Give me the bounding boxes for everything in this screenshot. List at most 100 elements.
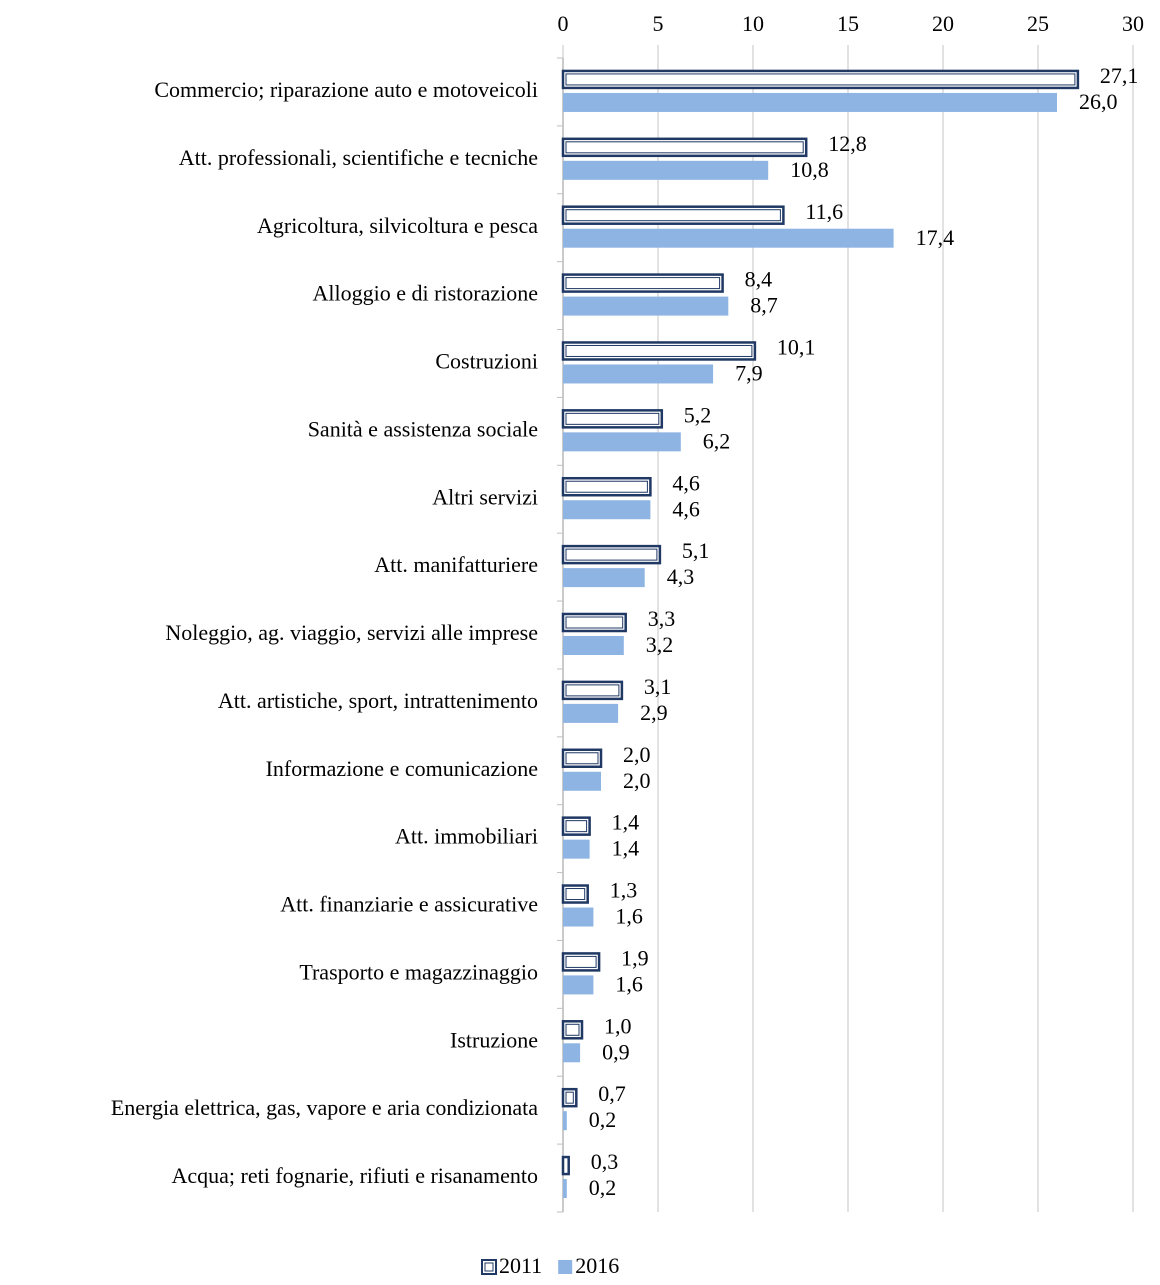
- y-tick-label: Trasporto e magazzinaggio: [299, 959, 538, 984]
- bar-inner-edge: [565, 1023, 580, 1036]
- value-label: 0,9: [602, 1039, 630, 1064]
- bar: [561, 69, 1080, 90]
- bar: [563, 568, 645, 588]
- bar-inner-edge: [565, 277, 721, 290]
- value-label: 10,8: [790, 157, 829, 182]
- bar-inner-edge: [565, 412, 660, 425]
- bar: [563, 771, 601, 791]
- value-label: 1,4: [612, 836, 640, 861]
- bar: [563, 703, 619, 723]
- bar-inner-edge: [565, 752, 599, 765]
- value-label: 5,1: [682, 538, 710, 563]
- y-tick-label: Commercio; riparazione auto e motoveicol…: [154, 77, 538, 102]
- value-label: 0,2: [589, 1175, 617, 1200]
- x-tick-label: 10: [742, 11, 764, 36]
- value-label: 1,6: [615, 904, 643, 929]
- value-label: 0,7: [598, 1081, 626, 1106]
- bar: [561, 612, 627, 633]
- value-label: 12,8: [828, 131, 867, 156]
- value-label: 1,3: [610, 878, 638, 903]
- value-label: 3,2: [646, 632, 674, 657]
- bar: [561, 884, 589, 904]
- y-tick-label: Agricoltura, silvicoltura e pesca: [257, 213, 538, 238]
- bar: [563, 839, 590, 859]
- value-label: 11,6: [805, 199, 843, 224]
- value-label: 0,3: [591, 1149, 619, 1174]
- x-tick-label: 0: [558, 11, 569, 36]
- y-tick-label: Istruzione: [450, 1027, 538, 1052]
- value-label: 6,2: [703, 428, 731, 453]
- bar-inner-edge: [565, 616, 624, 629]
- value-label: 2,9: [640, 700, 668, 725]
- bar-inner-edge: [565, 344, 753, 357]
- bar: [563, 1111, 567, 1131]
- bar-inner-edge: [565, 548, 658, 561]
- y-tick-label: Att. finanziarie e assicurative: [280, 892, 538, 917]
- value-label: 1,0: [604, 1013, 632, 1038]
- bar-inner-edge: [565, 684, 620, 697]
- value-label: 5,2: [684, 402, 712, 427]
- bar-inner-edge: [565, 955, 597, 968]
- value-label: 4,3: [667, 564, 695, 589]
- value-label: 1,9: [621, 945, 649, 970]
- bar: [563, 907, 594, 927]
- bar: [561, 680, 624, 701]
- y-tick-label: Informazione e comunicazione: [266, 756, 538, 781]
- bar: [561, 205, 785, 225]
- bar: [563, 364, 714, 384]
- bar-inner-edge: [565, 480, 648, 493]
- y-tick-label: Alloggio e di ristorazione: [313, 281, 538, 306]
- bar: [561, 409, 664, 429]
- bar: [561, 816, 591, 836]
- bar: [561, 273, 724, 293]
- y-tick-label: Att. professionali, scientifiche e tecni…: [179, 145, 538, 170]
- bar: [563, 975, 594, 995]
- x-tick-label: 15: [837, 11, 859, 36]
- legend-swatch: [481, 1259, 497, 1275]
- bar-inner-edge: [565, 73, 1076, 86]
- legend-label: 2016: [575, 1253, 619, 1278]
- value-label: 4,6: [672, 470, 700, 495]
- x-tick-label: 25: [1027, 11, 1049, 36]
- y-tick-label: Acqua; reti fognarie, rifiuti e risaname…: [171, 1163, 538, 1188]
- value-label: 2,0: [623, 742, 651, 767]
- bar-inner-edge: [565, 888, 586, 901]
- bar: [563, 636, 624, 655]
- value-label: 4,6: [672, 496, 700, 521]
- x-tick-label: 30: [1122, 11, 1144, 36]
- bar: [561, 952, 601, 972]
- value-label: 17,4: [916, 225, 955, 250]
- value-label: 1,4: [612, 810, 640, 835]
- y-tick-label: Sanità e assistenza sociale: [308, 416, 538, 441]
- y-tick-label: Att. immobiliari: [395, 824, 538, 849]
- x-tick-label: 20: [932, 11, 954, 36]
- bar: [561, 137, 808, 158]
- bar: [561, 1020, 584, 1040]
- legend-label: 2011: [499, 1253, 542, 1278]
- bar: [563, 160, 769, 180]
- bar-inner-edge: [565, 1091, 574, 1104]
- bar: [561, 1155, 570, 1176]
- bar: [561, 544, 662, 565]
- bar: [561, 341, 757, 361]
- y-tick-label: Att. artistiche, sport, intrattenimento: [218, 688, 538, 713]
- value-label: 3,1: [644, 674, 672, 699]
- x-tick-label: 5: [653, 11, 664, 36]
- value-label: 26,0: [1079, 89, 1118, 114]
- bar: [563, 500, 651, 520]
- bar: [561, 748, 603, 769]
- bar-inner-edge: [565, 820, 588, 833]
- value-label: 1,6: [615, 971, 643, 996]
- value-label: 8,4: [745, 267, 773, 292]
- y-tick-label: Altri servizi: [432, 484, 538, 509]
- value-label: 0,2: [589, 1107, 617, 1132]
- bar: [563, 92, 1057, 112]
- value-label: 27,1: [1100, 63, 1139, 88]
- bar-inner-edge: [565, 209, 781, 222]
- bar: [563, 1179, 567, 1199]
- value-label: 7,9: [735, 361, 763, 386]
- legend-swatch: [558, 1260, 573, 1274]
- y-tick-label: Noleggio, ag. viaggio, servizi alle impr…: [165, 620, 538, 645]
